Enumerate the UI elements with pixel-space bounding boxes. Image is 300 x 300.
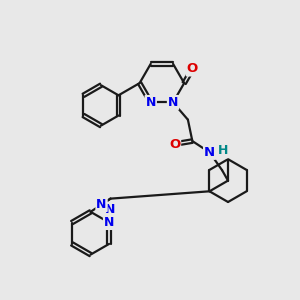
Text: N: N [146,96,156,109]
Text: N: N [96,198,107,211]
Text: N: N [104,216,114,229]
Text: N: N [105,203,115,216]
Text: N: N [168,96,178,109]
Text: O: O [187,62,198,76]
Text: O: O [169,137,180,151]
Text: H: H [218,144,228,158]
Text: N: N [204,146,215,159]
